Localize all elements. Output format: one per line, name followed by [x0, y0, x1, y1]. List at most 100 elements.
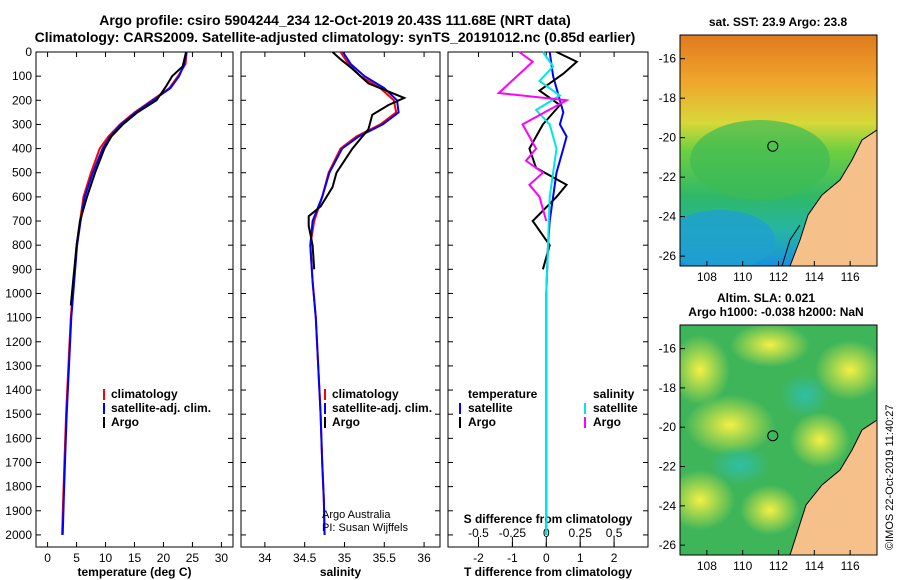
- temperature-panel: 0100200300400500600700800900100011001200…: [5, 45, 234, 579]
- legend-label: satellite-adj. clim.: [111, 401, 211, 415]
- y-tick-label: 500: [12, 166, 32, 180]
- x2-axis-label: S difference from climatology: [464, 512, 633, 526]
- y-tick-label: 1800: [5, 480, 32, 494]
- x-tick-label: 36: [417, 551, 431, 565]
- x-tick-label: 5: [73, 551, 80, 565]
- y-tick-label: 1200: [5, 335, 32, 349]
- legend-label: satellite-adj. clim.: [332, 401, 432, 415]
- x2-tick-label: 0.5: [606, 526, 623, 540]
- map-y-tick-label: -22: [659, 170, 677, 184]
- series-line: [69, 51, 188, 306]
- legend-label: satellite: [468, 401, 513, 415]
- map-x-tick-label: 108: [697, 270, 717, 284]
- x-tick-label: 25: [186, 551, 200, 565]
- y-tick-label: 1400: [5, 383, 32, 397]
- sla-map-title: Altim. SLA: 0.021: [717, 291, 815, 305]
- x-axis-label: temperature (deg C): [77, 565, 191, 579]
- y-tick-label: 1000: [5, 286, 32, 300]
- x-tick-label: 35.5: [373, 551, 397, 565]
- y-tick-label: 1500: [5, 407, 32, 421]
- x-tick-label: 1: [577, 551, 584, 565]
- map-y-tick-label: -24: [659, 499, 677, 513]
- map-y-tick-label: -20: [659, 131, 677, 145]
- map-y-tick-label: -16: [659, 52, 677, 66]
- legend-header: temperature: [468, 387, 538, 401]
- credit-pi: PI: Susan Wijffels: [322, 522, 408, 534]
- map-x-tick-label: 116: [841, 270, 860, 284]
- map-x-tick-label: 114: [805, 270, 824, 284]
- x2-tick-label: -0.25: [499, 526, 527, 540]
- x-tick-label: 10: [99, 551, 113, 565]
- legend-label: Argo: [111, 415, 139, 429]
- y-tick-label: 900: [12, 262, 32, 276]
- y-tick-label: 700: [12, 214, 32, 228]
- series-line: [534, 51, 562, 535]
- credit-stamp: ©IMOS 22-Oct-2019 11:40:27: [884, 405, 896, 550]
- legend-label: Argo: [593, 415, 621, 429]
- y-tick-label: 1900: [5, 504, 32, 518]
- y-tick-label: 400: [12, 142, 32, 156]
- y-tick-label: 1600: [5, 431, 32, 445]
- series-line: [309, 51, 400, 535]
- x-tick-label: -1: [507, 551, 518, 565]
- series-line: [61, 51, 188, 535]
- map-x-tick-label: 110: [733, 270, 752, 284]
- y-tick-label: 800: [12, 238, 32, 252]
- map-y-tick-label: -22: [659, 460, 677, 474]
- legend-label: Argo: [332, 415, 360, 429]
- x-tick-label: 30: [215, 551, 229, 565]
- y-tick-label: 200: [12, 93, 32, 107]
- x-tick-label: 0: [44, 551, 51, 565]
- x-axis-label: T difference from climatology: [464, 565, 632, 579]
- x-tick-label: -2: [473, 551, 484, 565]
- series-line: [528, 51, 579, 270]
- salinity-panel: 34 34.5 35 35.5 36 salinity climatologysatelli…: [240, 51, 441, 579]
- x-tick-label: 20: [157, 551, 171, 565]
- y-tick-label: 100: [12, 69, 32, 83]
- y-tick-label: 300: [12, 117, 32, 131]
- credit-program: Argo Australia: [322, 509, 391, 521]
- map-y-tick-label: -18: [659, 91, 677, 105]
- x-tick-label: 15: [128, 551, 142, 565]
- plot-frame: [447, 51, 649, 548]
- argo-position-marker: [767, 140, 779, 152]
- argo-position-marker: [767, 430, 779, 442]
- map-y-tick-label: -16: [659, 342, 677, 356]
- map-y-tick-label: -24: [659, 210, 677, 224]
- map-y-tick-label: -20: [659, 420, 677, 434]
- legend-header: salinity: [593, 387, 635, 401]
- sst-map: [679, 34, 878, 267]
- map-x-tick-label: 110: [733, 559, 752, 573]
- sla-map: [679, 324, 878, 556]
- x-axis-label: salinity: [320, 565, 362, 579]
- y-tick-label: 1300: [5, 359, 32, 373]
- plot-frame: [240, 51, 441, 548]
- legend-label: Argo: [468, 415, 496, 429]
- x-tick-label: 2: [611, 551, 618, 565]
- x2-tick-label: -0.5: [468, 526, 489, 540]
- map-y-tick-label: -18: [659, 381, 677, 395]
- legend-label: satellite: [593, 401, 638, 415]
- y-tick-label: 2000: [5, 528, 32, 542]
- legend-label: climatology: [332, 387, 399, 401]
- x-tick-label: 34.5: [293, 551, 317, 565]
- x-tick-label: 34: [258, 551, 272, 565]
- plot-title-line1: Argo profile: csiro 5904244_234 12-Oct-2…: [99, 12, 571, 28]
- sst-map-title: sat. SST: 23.9 Argo: 23.8: [709, 15, 848, 29]
- map-x-tick-label: 116: [841, 559, 860, 573]
- map-y-tick-label: -26: [659, 538, 677, 552]
- series-line: [496, 51, 570, 222]
- x2-tick-label: 0.25: [569, 526, 593, 540]
- map-x-tick-label: 108: [697, 559, 717, 573]
- map-x-tick-label: 114: [805, 559, 824, 573]
- y-tick-label: 1700: [5, 455, 32, 469]
- y-tick-label: 600: [12, 190, 32, 204]
- y-tick-label: 0: [25, 45, 32, 59]
- sla-map-subtitle: Argo h1000: -0.038 h2000: NaN: [688, 305, 863, 319]
- series-line: [307, 51, 407, 270]
- plot-title-line2: Climatology: CARS2009. Satellite-adjuste…: [34, 29, 636, 45]
- x-tick-label: 0: [543, 551, 550, 565]
- map-y-tick-label: -26: [659, 249, 677, 263]
- x-tick-label: 35: [338, 551, 352, 565]
